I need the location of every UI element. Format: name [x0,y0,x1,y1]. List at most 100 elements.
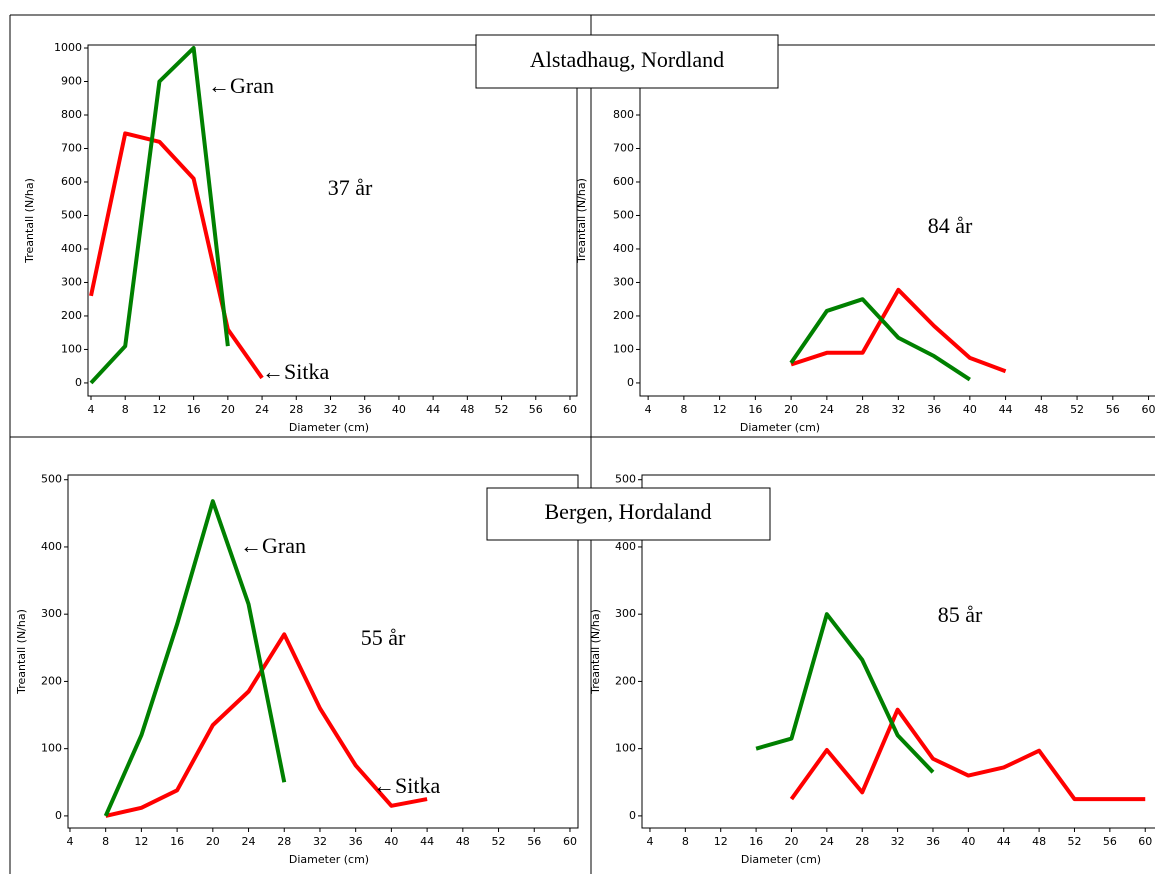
x-tick-label: 32 [313,835,327,848]
x-tick-label: 60 [1142,403,1155,416]
x-tick-label: 36 [349,835,363,848]
y-tick-label: 500 [613,208,634,221]
y-tick-label: 700 [613,141,634,154]
x-axis-title: Diameter (cm) [740,421,820,434]
label-box [475,34,779,89]
x-tick-label: 52 [495,403,509,416]
x-tick-label: 12 [152,403,166,416]
series-line [790,287,1007,374]
plot-area [87,44,578,397]
x-tick-label: 24 [820,835,834,848]
x-tick-label: 56 [1103,835,1117,848]
y-tick-label: 0 [627,376,634,389]
annotation: 85 år [938,602,983,627]
x-tick-label: 56 [1106,403,1120,416]
site-label: Alstadhaug, Nordland [530,47,724,72]
x-tick-label: 32 [891,403,905,416]
annotation: ←Gran [208,73,274,98]
annotation: 84 år [928,213,973,238]
x-tick-label: 44 [999,403,1013,416]
series-line [105,632,428,818]
x-axis-title: Diameter (cm) [741,853,821,866]
y-tick-label: 500 [61,208,82,221]
site-label-box: Alstadhaug, Nordland [475,34,779,89]
x-tick-label: 40 [961,835,975,848]
x-tick-label: 44 [997,835,1011,848]
x-tick-label: 44 [426,403,440,416]
x-tick-label: 36 [927,403,941,416]
y-tick-label: 300 [61,275,82,288]
x-tick-label: 56 [529,403,543,416]
y-tick-label: 600 [61,175,82,188]
y-tick-label: 200 [61,309,82,322]
y-tick-label: 300 [41,607,62,620]
y-tick-label: 500 [615,473,636,486]
x-tick-label: 60 [563,835,577,848]
x-tick-label: 40 [392,403,406,416]
y-tick-label: 700 [61,141,82,154]
y-tick-label: 400 [41,540,62,553]
x-tick-label: 4 [66,835,73,848]
y-tick-label: 900 [61,75,82,88]
x-tick-label: 48 [460,403,474,416]
y-tick-label: 100 [61,342,82,355]
x-tick-label: 24 [255,403,269,416]
chart: 0100200300400500600700800900100048121620… [575,41,1155,434]
y-tick-label: 0 [55,809,62,822]
x-tick-label: 48 [1034,403,1048,416]
y-tick-label: 800 [61,108,82,121]
x-tick-label: 36 [926,835,940,848]
y-tick-label: 100 [41,742,62,755]
x-axis-title: Diameter (cm) [289,853,369,866]
x-tick-label: 36 [358,403,372,416]
x-tick-label: 8 [680,403,687,416]
y-tick-label: 100 [615,742,636,755]
y-tick-label: 0 [629,809,636,822]
x-tick-label: 44 [420,835,434,848]
y-tick-label: 200 [615,674,636,687]
y-axis-title: Treantall (N/ha) [589,609,602,695]
x-tick-label: 4 [87,403,94,416]
label-box [486,487,771,541]
series-line [755,612,935,774]
x-tick-label: 32 [323,403,337,416]
x-tick-label: 60 [563,403,577,416]
x-tick-label: 40 [384,835,398,848]
x-tick-label: 28 [289,403,303,416]
x-tick-label: 28 [855,835,869,848]
y-tick-label: 200 [613,309,634,322]
y-axis-title: Treantall (N/ha) [575,178,588,264]
annotation: 37 år [328,175,373,200]
y-tick-label: 300 [613,275,634,288]
x-tick-label: 4 [646,835,653,848]
x-tick-label: 16 [170,835,184,848]
y-axis-title: Treantall (N/ha) [23,178,36,264]
x-tick-label: 20 [784,403,798,416]
y-tick-label: 600 [613,175,634,188]
annotation: 55 år [361,625,406,650]
x-tick-label: 16 [749,835,763,848]
x-tick-label: 48 [1032,835,1046,848]
site-label-box: Bergen, Hordaland [486,487,771,541]
x-tick-label: 16 [187,403,201,416]
x-tick-label: 32 [891,835,905,848]
x-tick-label: 20 [784,835,798,848]
x-tick-label: 56 [527,835,541,848]
series-line [89,46,230,385]
site-label: Bergen, Hordaland [545,499,712,524]
x-tick-label: 8 [122,403,129,416]
x-tick-label: 20 [206,835,220,848]
x-tick-label: 60 [1138,835,1152,848]
x-tick-label: 28 [856,403,870,416]
y-tick-label: 300 [615,607,636,620]
y-tick-label: 1000 [54,41,82,54]
x-tick-label: 52 [1067,835,1081,848]
y-tick-label: 400 [615,540,636,553]
x-tick-label: 16 [748,403,762,416]
annotation: ←Sitka [262,359,329,384]
series-line [89,131,264,380]
